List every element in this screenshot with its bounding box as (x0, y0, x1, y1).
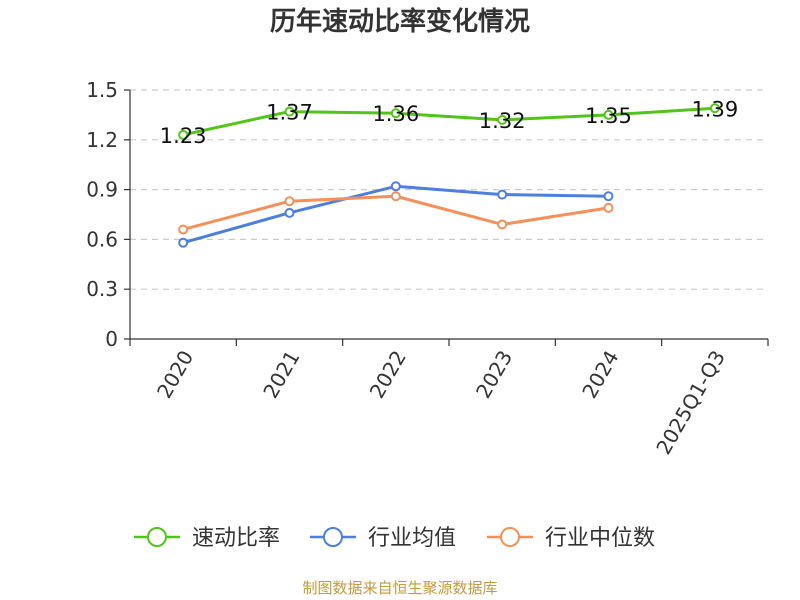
legend-item[interactable]: 行业均值 (310, 526, 456, 551)
series-line (182, 106, 715, 137)
data-point[interactable] (709, 103, 720, 114)
data-point[interactable] (178, 129, 189, 140)
legend-marker (147, 527, 167, 547)
data-point[interactable] (603, 191, 614, 202)
data-point[interactable] (603, 202, 614, 213)
x-tick-label: 2020 (152, 346, 198, 402)
legend-label: 行业中位数 (545, 526, 655, 551)
data-point[interactable] (390, 108, 401, 119)
legend[interactable]: 速动比率 行业均值 行业中位数 (134, 526, 655, 551)
data-point[interactable] (390, 191, 401, 202)
y-tick-label: 1.2 (86, 128, 118, 152)
y-tick-label: 1.5 (86, 78, 118, 102)
data-point[interactable] (390, 181, 401, 192)
legend-marker (500, 527, 520, 547)
data-label: 1.35 (585, 104, 632, 128)
source-note: 制图数据来自恒生聚源数据库 (302, 579, 498, 597)
x-tick-label: 2024 (577, 346, 623, 402)
legend-label: 速动比率 (192, 526, 280, 551)
data-label: 1.39 (691, 97, 738, 121)
data-point[interactable] (497, 219, 508, 230)
data-point[interactable] (497, 189, 508, 200)
data-label: 1.36 (372, 102, 419, 126)
data-point[interactable] (284, 106, 295, 117)
x-tick-label: 2021 (258, 346, 304, 402)
legend-item[interactable]: 行业中位数 (487, 526, 655, 551)
series-group: 1.23 1.37 1.36 1.32 1.35 1.39 (160, 97, 738, 248)
y-tick-label: 0.6 (86, 227, 118, 251)
y-tick-label: 0 (105, 327, 118, 351)
data-label: 1.23 (160, 124, 207, 148)
y-tick-label: 0.9 (86, 178, 118, 202)
data-point[interactable] (284, 207, 295, 218)
data-label: 1.37 (266, 101, 313, 125)
x-tick-label: 2023 (471, 346, 517, 402)
data-point[interactable] (284, 196, 295, 207)
data-label: 1.32 (479, 109, 526, 133)
x-tick-label: 2025Q1-Q3 (651, 346, 730, 458)
data-point[interactable] (497, 114, 508, 125)
data-point[interactable] (178, 237, 189, 248)
x-tick-label: 2022 (365, 346, 411, 402)
y-tick-label: 0.3 (86, 277, 118, 301)
legend-marker (323, 527, 343, 547)
chart-title: 历年速动比率变化情况 (269, 7, 530, 37)
data-point[interactable] (178, 224, 189, 235)
legend-item[interactable]: 速动比率 (134, 526, 280, 551)
legend-label: 行业均值 (368, 526, 456, 551)
data-point[interactable] (603, 109, 614, 120)
